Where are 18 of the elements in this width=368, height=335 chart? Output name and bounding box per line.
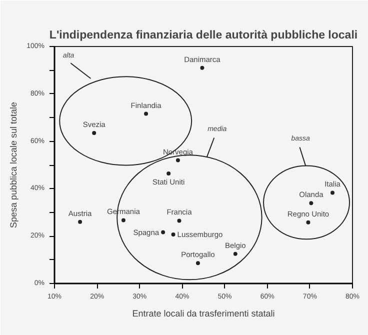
chart-title: L'indipendenza finanziaria delle autorità pubbliche locali [49, 30, 358, 42]
point [144, 112, 148, 116]
point [171, 232, 176, 236]
y-axis-title: Spesa pubblica locale sul totale [8, 102, 19, 228]
point [196, 261, 200, 266]
point [166, 172, 171, 176]
point [309, 201, 314, 206]
x-axis-title: Entrate locali da trasferimenti statali [132, 308, 275, 318]
point [200, 66, 204, 70]
point [92, 131, 96, 135]
point [306, 220, 310, 224]
point [78, 220, 82, 224]
point [121, 218, 126, 222]
point [176, 158, 180, 162]
point [233, 252, 238, 256]
point [330, 190, 334, 195]
point [177, 218, 182, 223]
point [161, 230, 166, 234]
